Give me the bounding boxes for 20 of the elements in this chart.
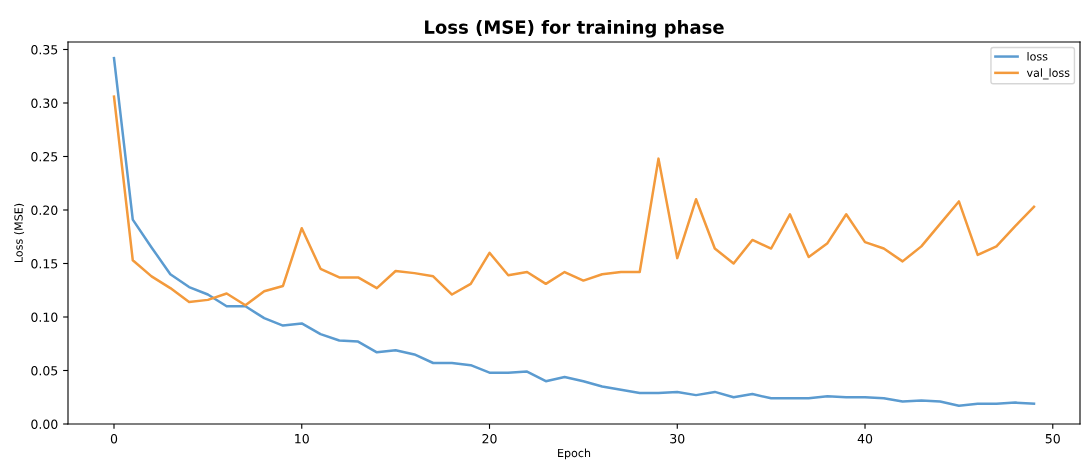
x-axis-title: Epoch [558,448,591,460]
line-series [112,95,1036,307]
chart-title: Loss (MSE) for training phase [425,19,724,38]
x-tick-label: 10 [295,433,309,444]
y-tick-label: 0.25 [31,151,58,162]
y-tick-label: 0.35 [31,44,58,55]
y-tick-label: 0.20 [31,205,58,215]
x-tick-label: 40 [857,433,873,444]
y-axis-title: Loss (MSE) [14,203,25,263]
y-tick-label: 0.00 [31,419,58,429]
x-tick-label: 20 [482,433,497,444]
x-tick-label: 50 [1045,433,1060,444]
y-tick-label: 0.05 [31,365,58,376]
y-tick-label: 0.15 [31,258,58,269]
legend-label: loss [1027,52,1048,61]
x-tick-label: 0 [110,433,118,444]
y-tick-label: 0.10 [31,312,58,322]
legend-label: val_loss [1026,68,1070,80]
y-tick-label: 0.30 [31,98,58,108]
x-tick-label: 30 [670,433,685,444]
